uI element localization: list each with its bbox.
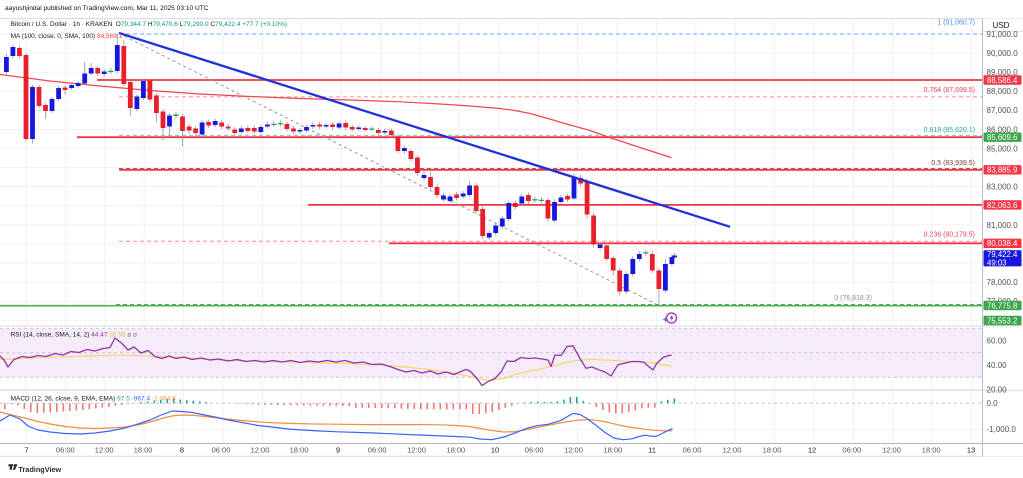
svg-text:RSI (14, close, SMA, 14, 2) 44: RSI (14, close, SMA, 14, 2) 44.47 36.58 … xyxy=(11,331,137,338)
svg-text:10: 10 xyxy=(491,446,499,455)
svg-text:85,609.6: 85,609.6 xyxy=(987,133,1017,142)
svg-text:60.00: 60.00 xyxy=(987,336,1008,345)
svg-text:0.5 (83,939.5): 0.5 (83,939.5) xyxy=(931,160,975,167)
svg-text:83,885.9: 83,885.9 xyxy=(987,166,1017,175)
svg-text:83,000.0: 83,000.0 xyxy=(987,183,1019,192)
svg-text:12:00: 12:00 xyxy=(882,446,901,455)
svg-text:18:00: 18:00 xyxy=(290,446,309,455)
svg-text:88,586.4: 88,586.4 xyxy=(987,76,1018,85)
svg-text:7: 7 xyxy=(24,446,28,455)
svg-text:78,000.0: 78,000.0 xyxy=(987,278,1019,287)
svg-text:80,038.4: 80,038.4 xyxy=(987,239,1018,248)
svg-text:90,000.0: 90,000.0 xyxy=(987,49,1019,58)
svg-text:12:00: 12:00 xyxy=(407,446,426,455)
svg-text:MA (100, close, 0, SMA, 100) 8: MA (100, close, 0, SMA, 100) 84,569.1 xyxy=(11,33,123,40)
svg-text:06:00: 06:00 xyxy=(525,446,544,455)
svg-text:06:00: 06:00 xyxy=(56,446,75,455)
svg-text:76,775.8: 76,775.8 xyxy=(987,301,1017,310)
svg-text:18:00: 18:00 xyxy=(603,446,622,455)
svg-text:0.764 (87,699.5): 0.764 (87,699.5) xyxy=(924,87,975,94)
svg-text:85,000.0: 85,000.0 xyxy=(987,144,1019,153)
svg-text:06:00: 06:00 xyxy=(212,446,231,455)
svg-text:12: 12 xyxy=(808,446,816,455)
svg-text:0.0: 0.0 xyxy=(987,399,999,408)
svg-text:18:00: 18:00 xyxy=(763,446,782,455)
svg-text:8: 8 xyxy=(180,446,184,455)
svg-text:12:00: 12:00 xyxy=(723,446,742,455)
svg-text:TradingView: TradingView xyxy=(18,465,61,474)
svg-text:18:00: 18:00 xyxy=(922,446,941,455)
svg-text:88,000.0: 88,000.0 xyxy=(987,87,1019,96)
svg-text:81,000.0: 81,000.0 xyxy=(987,221,1019,230)
svg-text:0 (76,818.3): 0 (76,818.3) xyxy=(834,295,872,302)
svg-text:aayushjindal published on Trad: aayushjindal published on TradingView.co… xyxy=(5,5,209,12)
svg-text:06:00: 06:00 xyxy=(842,446,861,455)
svg-text:18:00: 18:00 xyxy=(134,446,153,455)
svg-text:USD: USD xyxy=(993,21,1010,30)
svg-text:89,000.0: 89,000.0 xyxy=(987,68,1019,77)
svg-text:9: 9 xyxy=(336,446,340,455)
svg-text:MACD (12, 26, close, 9, EMA, E: MACD (12, 26, close, 9, EMA, EMA) 97.5 -… xyxy=(11,396,177,403)
svg-text:06:00: 06:00 xyxy=(683,446,702,455)
svg-text:75,553.2: 75,553.2 xyxy=(987,316,1017,325)
svg-text:82,063.6: 82,063.6 xyxy=(987,201,1017,210)
svg-text:49:03: 49:03 xyxy=(987,258,1007,267)
svg-text:91,000.0: 91,000.0 xyxy=(987,30,1019,39)
svg-text:06:00: 06:00 xyxy=(368,446,387,455)
svg-text:-1,000.0: -1,000.0 xyxy=(987,425,1017,434)
svg-text:12:00: 12:00 xyxy=(251,446,270,455)
svg-text:87,000.0: 87,000.0 xyxy=(987,106,1019,115)
svg-text:12:00: 12:00 xyxy=(564,446,583,455)
svg-text:18:00: 18:00 xyxy=(446,446,465,455)
svg-text:0.236 (80,179.5): 0.236 (80,179.5) xyxy=(924,232,975,239)
svg-text:40.00: 40.00 xyxy=(987,361,1008,370)
svg-text:11: 11 xyxy=(648,446,656,455)
svg-text:86,000.0: 86,000.0 xyxy=(987,125,1019,134)
svg-text:13: 13 xyxy=(967,446,975,455)
svg-text:0.618 (85,620.1): 0.618 (85,620.1) xyxy=(924,127,975,134)
svg-text:20.00: 20.00 xyxy=(987,385,1008,394)
svg-text:79,422.4: 79,422.4 xyxy=(987,250,1018,259)
svg-text:12:00: 12:00 xyxy=(95,446,114,455)
svg-text:1 (91,060.7): 1 (91,060.7) xyxy=(937,20,975,27)
svg-text:Bitcoin / U.S. Dollar · 1h · K: Bitcoin / U.S. Dollar · 1h · KRAKEN O79,… xyxy=(11,21,287,28)
